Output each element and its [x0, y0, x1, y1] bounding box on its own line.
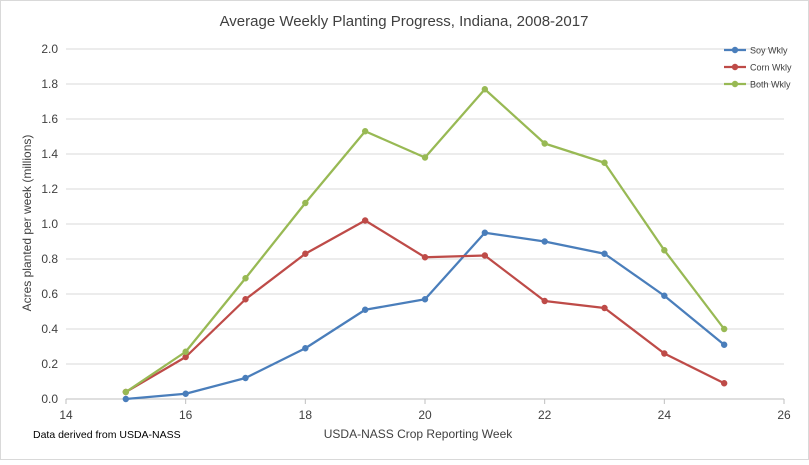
x-tick-label: 14: [59, 408, 73, 422]
data-point-corn-wkly: [601, 304, 608, 312]
legend-marker-corn-wkly: [731, 63, 739, 71]
data-point-corn-wkly: [242, 296, 249, 303]
y-tick-label: 1.6: [41, 112, 58, 126]
y-tick-label: 2.0: [41, 42, 58, 56]
data-point-corn-wkly: [182, 353, 189, 361]
data-point-corn-wkly: [361, 217, 369, 224]
gridlines: [66, 48, 784, 365]
data-point-soy-wkly: [421, 296, 429, 303]
data-point-soy-wkly: [541, 238, 548, 245]
data-point-corn-wkly: [481, 252, 489, 259]
data-point-both-wkly: [421, 154, 429, 161]
data-point-soy-wkly: [481, 229, 489, 236]
data-point-both-wkly: [361, 128, 369, 135]
data-point-both-wkly: [541, 140, 548, 147]
x-axis-label: USDA-NASS Crop Reporting Week: [324, 427, 514, 441]
data-point-both-wkly: [122, 388, 130, 396]
data-point-soy-wkly: [302, 345, 309, 352]
y-tick-label: 1.4: [41, 147, 58, 161]
y-tick-label: 1.8: [41, 77, 58, 91]
data-point-both-wkly: [182, 348, 189, 355]
y-axis-label: Acres planted per week (millions): [20, 135, 34, 312]
x-tick-label: 22: [538, 408, 552, 422]
data-point-corn-wkly: [720, 380, 728, 387]
data-point-both-wkly: [242, 275, 249, 282]
data-point-soy-wkly: [182, 390, 189, 397]
legend-label-soy-wkly: Soy Wkly: [750, 46, 788, 56]
y-tick-label: 1.0: [41, 217, 58, 231]
axes: 0.0 0.2 0.4 0.6 0.8 1.0 1.2 1.4 1.6 1.8 2.0 14 16 18 2…: [41, 42, 791, 422]
y-tick-label: 0.2: [41, 357, 58, 371]
data-point-corn-wkly: [421, 254, 429, 261]
x-tick-label: 20: [418, 408, 432, 422]
chart-title: Average Weekly Planting Progress, Indian…: [220, 13, 589, 30]
legend-marker-both-wkly: [731, 80, 739, 88]
legend-label-corn-wkly: Corn Wkly: [750, 63, 792, 73]
y-tick-label: 0.4: [41, 322, 58, 336]
data-point-soy-wkly: [242, 374, 249, 382]
legend-marker-soy-wkly: [731, 46, 739, 54]
data-point-both-wkly: [481, 86, 489, 93]
data-point-corn-wkly: [541, 297, 548, 305]
series-lines: [122, 86, 728, 403]
data-point-soy-wkly: [661, 292, 668, 299]
data-point-corn-wkly: [661, 350, 668, 357]
data-point-both-wkly: [720, 325, 728, 333]
legend-label-both-wkly: Both Wkly: [750, 80, 791, 90]
data-point-both-wkly: [661, 247, 668, 254]
y-tick-label: 0.8: [41, 252, 58, 266]
y-tick-label: 0.6: [41, 287, 58, 301]
y-tick-label: 1.2: [41, 182, 58, 196]
data-point-soy-wkly: [601, 250, 608, 257]
data-point-soy-wkly: [720, 341, 728, 348]
data-point-soy-wkly: [122, 395, 130, 403]
data-point-both-wkly: [302, 199, 309, 207]
x-tick-label: 26: [777, 408, 791, 422]
x-tick-label: 18: [299, 408, 313, 422]
source-note: Data derived from USDA-NASS: [33, 429, 181, 441]
data-point-both-wkly: [601, 159, 608, 166]
x-tick-label: 16: [179, 408, 193, 422]
legend: Soy Wkly Corn Wkly Both Wkly: [724, 46, 792, 90]
x-tick-label: 24: [658, 408, 672, 422]
data-point-soy-wkly: [361, 306, 369, 313]
data-point-corn-wkly: [302, 250, 309, 257]
y-tick-label: 0.0: [41, 392, 58, 406]
